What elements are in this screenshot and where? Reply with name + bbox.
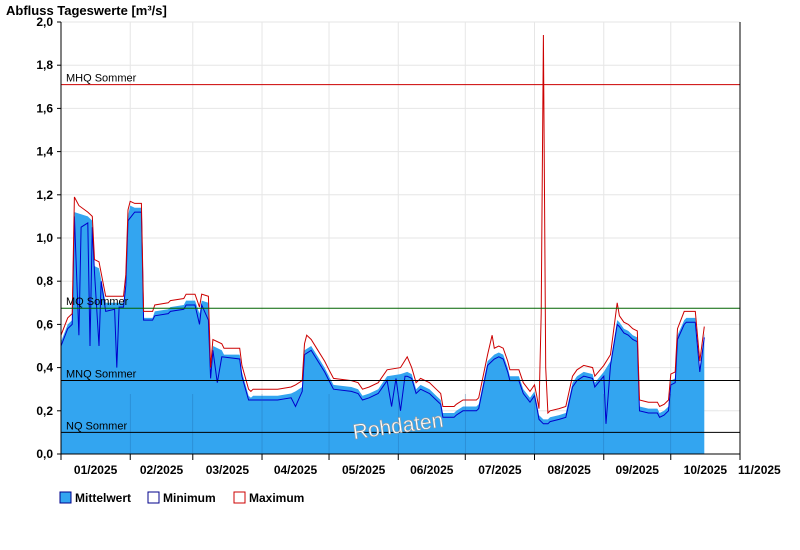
y-tick-label: 1,8 (36, 58, 53, 72)
series-area-mittelwert (61, 205, 705, 454)
x-tick-label: 04/2025 (274, 463, 318, 477)
y-tick-label: 1,0 (36, 231, 53, 245)
legend-label-minimum: Minimum (163, 491, 216, 505)
x-tick-label: 05/2025 (342, 463, 386, 477)
chart-title: Abfluss Tageswerte [m³/s] (6, 3, 167, 18)
y-tick-label: 1,2 (36, 188, 53, 202)
legend-swatch-mittelwert (59, 491, 72, 504)
y-tick-label: 0,2 (36, 404, 53, 418)
y-tick-label: 0,4 (36, 361, 53, 375)
reference-label: MHQ Sommer (66, 73, 137, 85)
x-tick-label: 03/2025 (206, 463, 250, 477)
reference-label: MQ Sommer (66, 296, 129, 308)
x-tick-label: 01/2025 (74, 463, 118, 477)
reference-label: NQ Sommer (66, 420, 127, 432)
legend-label-mittelwert: Mittelwert (75, 491, 131, 505)
legend: Mittelwert Minimum Maximum (59, 491, 304, 505)
x-tick-label: 02/2025 (140, 463, 184, 477)
x-tick-label: 07/2025 (478, 463, 522, 477)
y-tick-label: 0,8 (36, 274, 53, 288)
reference-label: MNQ Sommer (66, 369, 137, 381)
legend-label-maximum: Maximum (249, 491, 304, 505)
legend-swatch-minimum (147, 491, 160, 504)
series-line-maximum (60, 34, 705, 415)
y-tick-label: 0,6 (36, 317, 53, 331)
y-tick-label: 1,6 (36, 101, 53, 115)
x-tick-label: 09/2025 (616, 463, 660, 477)
x-tick-label: 10/2025 (684, 463, 728, 477)
legend-swatch-maximum (233, 491, 246, 504)
y-tick-label: 0,0 (36, 447, 53, 461)
y-tick-label: 2,0 (36, 15, 53, 29)
x-tick-label: 08/2025 (547, 463, 591, 477)
x-tick-label: 11/2025 (738, 463, 781, 477)
y-tick-label: 1,4 (36, 145, 53, 159)
x-tick-label: 06/2025 (410, 463, 454, 477)
series-line-minimum (60, 211, 705, 425)
